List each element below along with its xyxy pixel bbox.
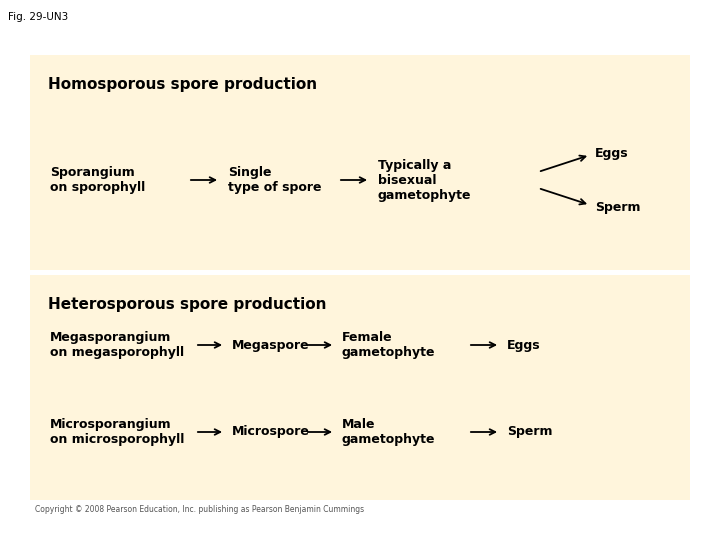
Text: Single
type of spore: Single type of spore — [228, 166, 322, 194]
Text: Megasporangium
on megasporophyll: Megasporangium on megasporophyll — [50, 331, 184, 359]
Text: Fig. 29-UN3: Fig. 29-UN3 — [8, 12, 68, 22]
Text: Heterosporous spore production: Heterosporous spore production — [48, 297, 326, 312]
Text: Eggs: Eggs — [595, 146, 629, 159]
Text: Sperm: Sperm — [507, 426, 552, 438]
Text: Female
gametophyte: Female gametophyte — [342, 331, 436, 359]
Text: Male
gametophyte: Male gametophyte — [342, 418, 436, 446]
Bar — [30, 55, 690, 270]
Text: Megaspore: Megaspore — [232, 339, 310, 352]
Text: Homosporous spore production: Homosporous spore production — [48, 77, 317, 92]
Bar — [30, 275, 690, 500]
Text: Eggs: Eggs — [507, 339, 541, 352]
Text: Microspore: Microspore — [232, 426, 310, 438]
Text: Microsporangium
on microsporophyll: Microsporangium on microsporophyll — [50, 418, 184, 446]
Text: Typically a
bisexual
gametophyte: Typically a bisexual gametophyte — [378, 159, 472, 201]
Text: Sporangium
on sporophyll: Sporangium on sporophyll — [50, 166, 145, 194]
Text: Copyright © 2008 Pearson Education, Inc. publishing as Pearson Benjamin Cummings: Copyright © 2008 Pearson Education, Inc.… — [35, 505, 364, 515]
Text: Sperm: Sperm — [595, 200, 641, 213]
